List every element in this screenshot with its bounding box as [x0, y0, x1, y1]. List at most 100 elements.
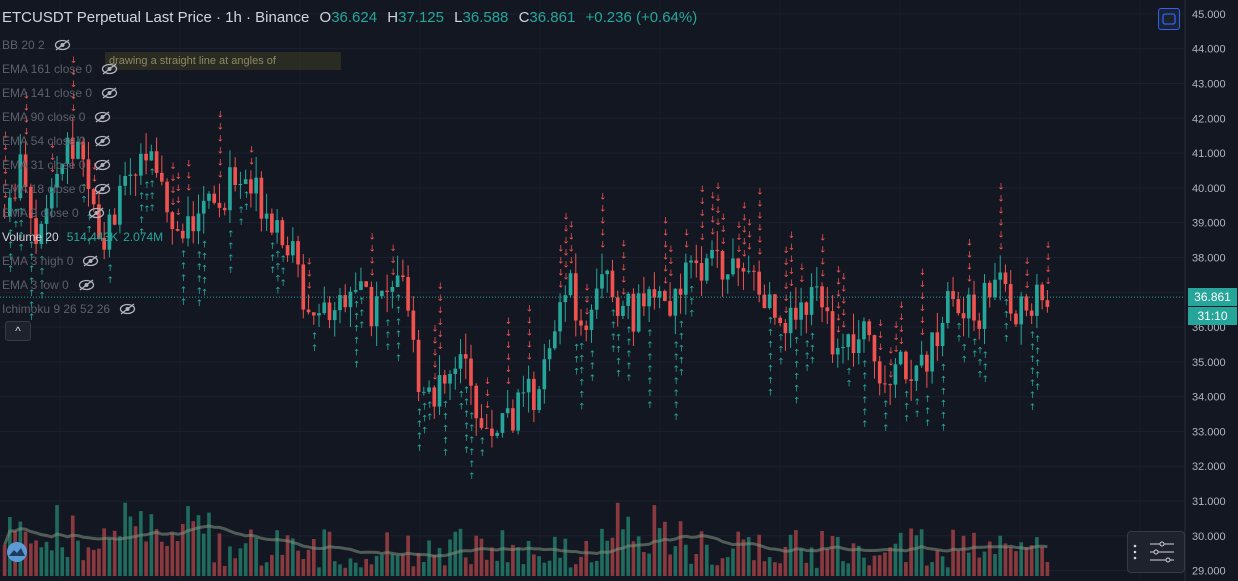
- signal-up-arrow: ↑: [7, 229, 15, 239]
- object-tree-button[interactable]: [1127, 531, 1185, 573]
- indicator-volume[interactable]: Volume 20 514.443K 2.074M: [2, 225, 163, 249]
- candle-body: [123, 176, 127, 186]
- candle-body: [993, 279, 997, 298]
- signal-down-arrow: ↓: [620, 288, 628, 298]
- signal-down-arrow: ↓: [505, 341, 513, 351]
- volume-bar: [694, 553, 699, 576]
- signal-down-arrow: ↓: [248, 145, 256, 155]
- signal-down-arrow: ↓: [840, 273, 848, 283]
- indicator-ema31[interactable]: EMA 31 close 0: [2, 153, 163, 177]
- signal-down-arrow: ↓: [662, 240, 670, 250]
- eye-hidden-icon[interactable]: [82, 255, 99, 267]
- volume-bar: [715, 565, 720, 576]
- tradingview-logo-icon[interactable]: [4, 542, 30, 562]
- signal-down-arrow: ↓: [389, 256, 397, 266]
- signal-up-arrow: ↑: [269, 254, 277, 264]
- signal-down-arrow: ↓: [484, 377, 492, 387]
- signal-up-arrow: ↑: [201, 289, 209, 299]
- eye-hidden-icon[interactable]: [101, 63, 118, 75]
- indicator-bb[interactable]: BB 20 2: [2, 33, 163, 57]
- candle-body: [28, 186, 33, 219]
- signal-up-arrow: ↑: [982, 351, 990, 361]
- eye-hidden-icon[interactable]: [101, 87, 118, 99]
- candle-body: [516, 392, 520, 431]
- signal-up-arrow: ↑: [971, 350, 979, 360]
- volume-bar: [149, 514, 154, 576]
- volume-bar: [380, 554, 384, 576]
- volume-bar: [558, 557, 562, 576]
- volume-bar: [474, 535, 479, 576]
- indicator-ema141[interactable]: EMA 141 close 0: [2, 81, 163, 105]
- signal-down-arrow: ↓: [782, 246, 790, 256]
- candle-body: [34, 218, 38, 244]
- signal-up-arrow: ↑: [421, 426, 429, 436]
- volume-bar: [86, 547, 91, 576]
- signal-up-arrow: ↑: [861, 396, 869, 406]
- candle-body: [380, 290, 384, 297]
- volume-bar: [332, 561, 337, 576]
- eye-hidden-icon[interactable]: [94, 183, 111, 195]
- indicator-ema54[interactable]: EMA 54 close 0: [2, 129, 163, 153]
- volume-bar: [951, 529, 955, 576]
- signal-down-arrow: ↓: [898, 313, 906, 323]
- volume-bar: [490, 547, 494, 576]
- candle-body: [904, 351, 908, 380]
- signal-down-arrow: ↓: [505, 329, 513, 339]
- volume-bar: [720, 558, 725, 576]
- indicator-ichimoku[interactable]: Ichimoku 9 26 52 26: [2, 297, 163, 321]
- signal-up-arrow: ↑: [688, 285, 696, 295]
- eye-hidden-icon[interactable]: [94, 135, 111, 147]
- signal-down-arrow: ↓: [562, 260, 570, 270]
- candle-body: [86, 159, 91, 190]
- eye-hidden-icon[interactable]: [119, 303, 136, 315]
- signal-up-arrow: ↑: [913, 410, 921, 420]
- candle-body: [437, 375, 442, 407]
- signal-up-arrow: ↑: [903, 415, 911, 425]
- signal-up-arrow: ↑: [940, 423, 948, 433]
- signal-down-arrow: ↓: [437, 306, 445, 316]
- auto-scale-icon[interactable]: [1158, 8, 1180, 30]
- signal-up-arrow: ↑: [274, 263, 282, 273]
- candle-body: [411, 310, 416, 340]
- close-value: 36.861: [529, 9, 576, 26]
- signal-up-arrow: ↑: [861, 420, 869, 430]
- symbol-title[interactable]: ETCUSDT Perpetual Last Price · 1h · Bina…: [2, 9, 310, 26]
- eye-hidden-icon[interactable]: [94, 111, 111, 123]
- signal-up-arrow: ↑: [38, 256, 46, 266]
- eye-hidden-icon[interactable]: [54, 39, 71, 51]
- signal-up-arrow: ↑: [478, 437, 486, 447]
- collapse-legend-button[interactable]: ^: [5, 321, 31, 341]
- eye-hidden-icon[interactable]: [78, 279, 95, 291]
- signal-up-arrow: ↑: [1034, 371, 1042, 381]
- volume-bar: [537, 556, 541, 576]
- volume-bar: [862, 557, 866, 576]
- indicator-ema3-low[interactable]: EMA 3 low 0: [2, 273, 163, 297]
- chart-grid: [0, 13, 1185, 572]
- candle-body: [537, 389, 541, 411]
- volume-bar: [448, 539, 452, 576]
- signal-up-arrow: ↑: [442, 437, 450, 447]
- candle-body: [207, 193, 211, 201]
- signal-down-arrow: ↓: [788, 243, 796, 253]
- price-tick-label: 34.000: [1192, 392, 1226, 404]
- indicator-ema9[interactable]: EMA 9 close 0: [2, 201, 163, 225]
- indicator-label: EMA 161 close 0: [2, 62, 93, 76]
- eye-hidden-icon[interactable]: [88, 207, 105, 219]
- eye-hidden-icon[interactable]: [94, 159, 111, 171]
- indicator-ema90[interactable]: EMA 90 close 0: [2, 105, 163, 129]
- indicator-ema18[interactable]: EMA 18 close 0: [2, 177, 163, 201]
- price-tick-label: 38.000: [1192, 252, 1226, 264]
- volume-bar: [107, 538, 112, 576]
- indicator-ema161[interactable]: EMA 161 close 0: [2, 57, 163, 81]
- price-tick-label: 42.000: [1192, 113, 1226, 125]
- volume-bar: [689, 563, 693, 576]
- candle-body: [930, 332, 934, 372]
- candle-body: [81, 141, 86, 160]
- signal-up-arrow: ↑: [180, 262, 188, 272]
- signal-down-arrow: ↓: [667, 257, 675, 267]
- indicator-ema3-high[interactable]: EMA 3 high 0: [2, 249, 163, 273]
- signal-down-arrow: ↓: [599, 241, 607, 251]
- signal-up-arrow: ↑: [421, 402, 429, 412]
- signal-up-arrow: ↑: [573, 355, 581, 365]
